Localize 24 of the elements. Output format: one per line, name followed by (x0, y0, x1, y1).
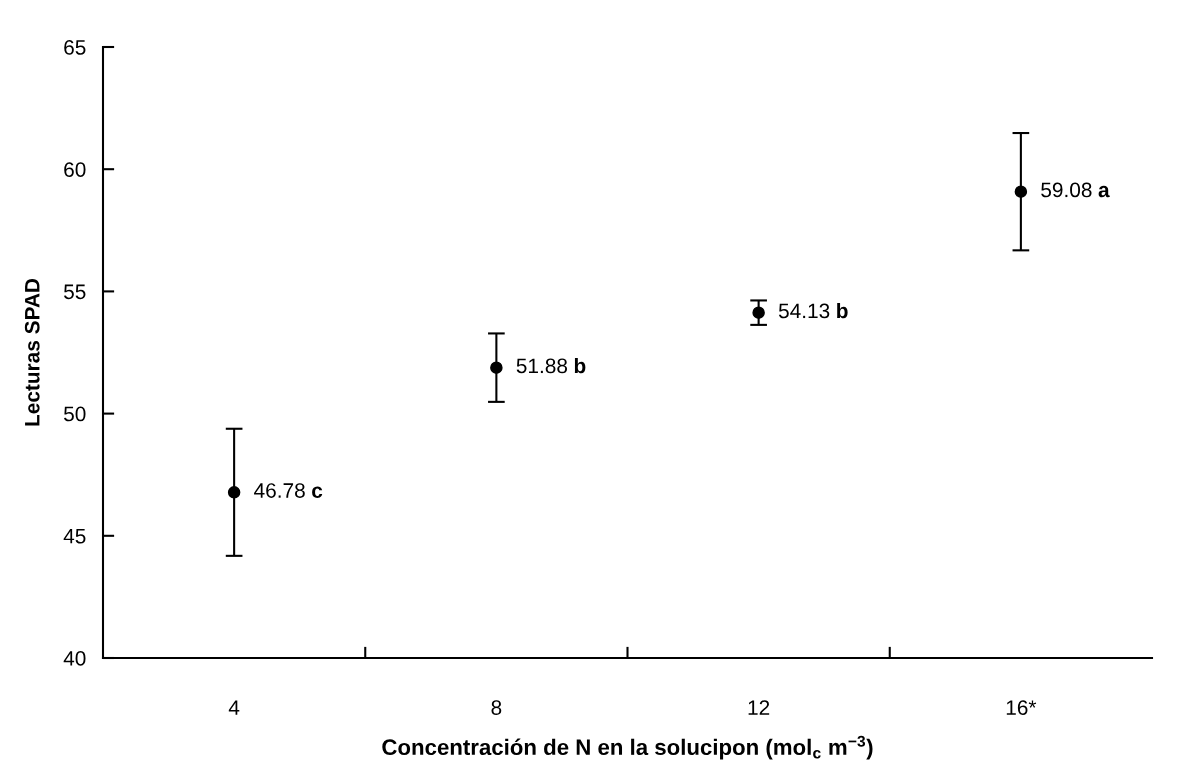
point (1014, 185, 1028, 198)
y-tick-label: 45 (63, 529, 86, 544)
annotation: b (574, 357, 586, 374)
x-tick-label: 4 (228, 700, 240, 715)
point (752, 306, 765, 319)
data-label: 59.08 (1041, 182, 1092, 198)
annotation: b (837, 302, 848, 319)
x-axis-title: Concentración de N en la solucipon (mol$_{c}$ m$^{−3}$) (382, 735, 873, 760)
annotation: c (312, 486, 323, 498)
y-tick-label: 40 (63, 651, 86, 666)
point (227, 486, 241, 499)
x-tick-label: 12 (748, 700, 770, 715)
y-axis-title: Lecturas SPAD (24, 278, 40, 426)
y-tick-label: 50 (64, 406, 86, 422)
x-tick-label: 8 (491, 700, 502, 715)
y-tick-label: 60 (64, 162, 86, 177)
data-label: 46.78 (254, 483, 305, 498)
x-tick-label: 16* (1006, 700, 1037, 715)
y-tick-label: 55 (64, 284, 86, 300)
annotation: a (1098, 185, 1110, 198)
data-label: 51.88 (516, 358, 568, 374)
y-tick-label: 65 (64, 40, 86, 55)
point (490, 361, 503, 374)
data-label: 54.13 (778, 303, 830, 319)
